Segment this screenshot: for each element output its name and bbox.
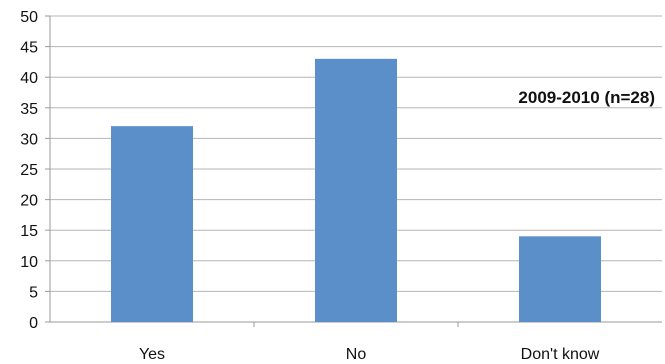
x-category-label: Don't know — [521, 346, 600, 363]
sample-annotation: 2009-2010 (n=28) — [518, 88, 655, 107]
y-tick-label: 20 — [20, 193, 38, 210]
labels: 0 5 10 15 20 25 30 35 40 45 50 Yes No Don't know 2009-… — [20, 9, 655, 363]
y-tick-label: 45 — [20, 40, 38, 57]
y-tick-label: 25 — [20, 162, 38, 179]
x-category-label: Yes — [139, 346, 165, 363]
y-tick-label: 50 — [20, 9, 38, 26]
y-tick-label: 15 — [20, 223, 38, 240]
bars — [111, 58, 601, 323]
y-tick-label: 30 — [20, 131, 38, 148]
y-tick-label: 10 — [20, 254, 38, 271]
y-tick-label: 35 — [20, 101, 38, 118]
bar-don-t-know — [519, 236, 601, 322]
x-category-label: No — [346, 346, 367, 363]
y-tick-label: 0 — [29, 315, 38, 332]
bar-yes — [111, 126, 193, 322]
y-tick-label: 5 — [29, 284, 38, 301]
y-tick-label: 40 — [20, 70, 38, 87]
bar-no — [315, 58, 397, 323]
